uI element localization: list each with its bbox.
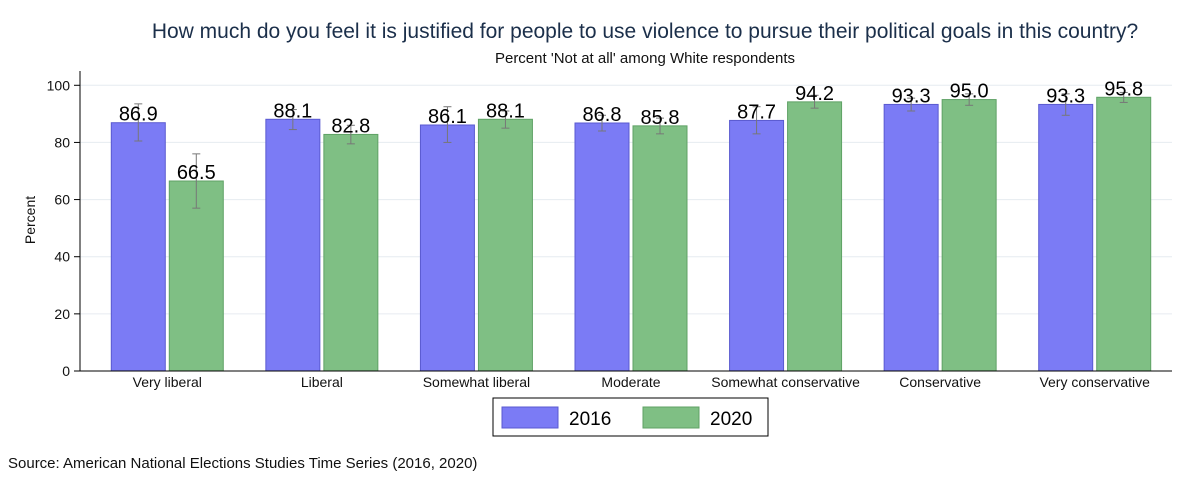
- data-label-2016-1: 88.1: [273, 100, 312, 122]
- bar-2016-5: [883, 103, 939, 372]
- y-axis: 0 20 40 60 80 100: [47, 71, 1172, 379]
- bar-2020-0: [168, 180, 224, 372]
- x-tick-label: Somewhat conservative: [711, 374, 860, 390]
- x-tick-label: Moderate: [601, 374, 660, 390]
- x-axis: Very liberal Liberal Somewhat liberal Moder…: [133, 374, 1151, 390]
- data-label-2016-4: 87.7: [737, 101, 776, 123]
- bar-2016-4: [729, 119, 785, 372]
- data-label-2020-5: 95.0: [950, 81, 989, 103]
- bar-2020-4: [787, 101, 843, 372]
- x-tick-label: Conservative: [899, 374, 981, 390]
- bar-2020-3: [632, 125, 688, 372]
- bar-2016-3: [574, 122, 630, 372]
- y-tick-label: 60: [54, 192, 70, 208]
- data-labels: 86.9 66.5 88.1 82.8 86.1 88.1 86.8 85.8 87.7 94.2…: [119, 78, 1143, 184]
- y-tick-label: 20: [54, 306, 70, 322]
- data-label-2020-2: 88.1: [486, 100, 525, 122]
- bar-2016-2: [419, 124, 475, 372]
- bar-2016-1: [265, 118, 321, 372]
- data-label-2020-6: 95.8: [1104, 78, 1143, 100]
- legend: 2016 2020: [492, 397, 769, 437]
- y-tick-label: 0: [62, 363, 70, 379]
- data-label-2016-5: 93.3: [892, 85, 931, 107]
- data-label-2016-0: 86.9: [119, 104, 158, 126]
- bars: [110, 96, 1152, 372]
- bar-2016-6: [1038, 103, 1094, 372]
- legend-label-2020: 2020: [710, 409, 752, 430]
- x-tick-label: Somewhat liberal: [423, 374, 530, 390]
- y-axis-label: Percent: [22, 196, 38, 244]
- y-tick-label: 80: [54, 134, 70, 150]
- data-label-2016-3: 86.8: [583, 104, 622, 126]
- legend-swatch-2020: [642, 406, 700, 429]
- bar-2020-6: [1096, 96, 1152, 372]
- data-label-2016-6: 93.3: [1046, 85, 1085, 107]
- bar-2020-2: [477, 118, 533, 372]
- data-label-2020-1: 82.8: [331, 115, 370, 137]
- bar-2020-1: [323, 133, 379, 372]
- y-tick-label: 40: [54, 249, 70, 265]
- data-label-2020-0: 66.5: [177, 162, 216, 184]
- bar-2016-0: [110, 122, 166, 372]
- data-label-2020-3: 85.8: [641, 107, 680, 129]
- source-note: Source: American National Elections Stud…: [8, 455, 477, 472]
- error-bars: [134, 91, 1128, 209]
- x-tick-label: Liberal: [301, 374, 343, 390]
- data-label-2020-4: 94.2: [795, 83, 834, 105]
- legend-label-2016: 2016: [569, 409, 611, 430]
- data-label-2016-2: 86.1: [428, 106, 467, 128]
- legend-swatch-2016: [501, 406, 559, 429]
- y-tick-label: 100: [47, 77, 71, 93]
- chart-title: How much do you feel it is justified for…: [152, 20, 1138, 43]
- x-tick-label: Very liberal: [133, 374, 202, 390]
- x-tick-label: Very conservative: [1039, 374, 1150, 390]
- bar-2020-5: [941, 99, 997, 372]
- chart-subtitle: Percent 'Not at all' among White respond…: [495, 50, 795, 67]
